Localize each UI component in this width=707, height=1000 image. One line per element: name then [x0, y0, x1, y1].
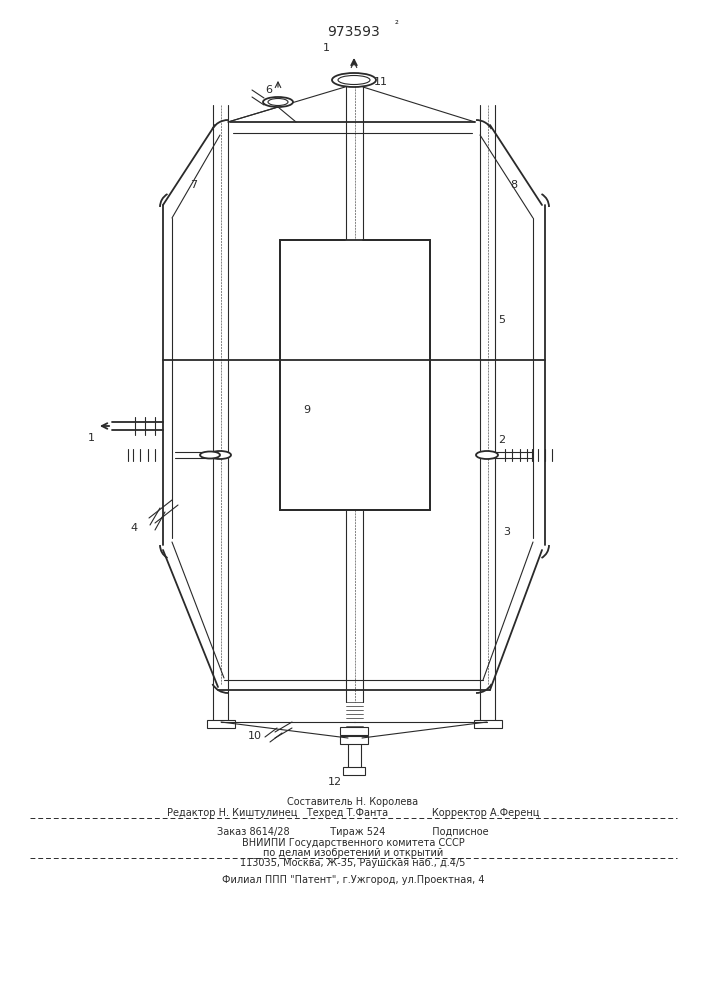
Text: Заказ 8614/28             Тираж 524               Подписное: Заказ 8614/28 Тираж 524 Подписное	[217, 827, 489, 837]
Ellipse shape	[268, 99, 288, 105]
Ellipse shape	[338, 76, 370, 85]
Ellipse shape	[209, 451, 231, 459]
Ellipse shape	[200, 452, 220, 458]
Ellipse shape	[476, 451, 498, 459]
Text: ВНИИПИ Государственного комитета СССР: ВНИИПИ Государственного комитета СССР	[242, 838, 464, 848]
Ellipse shape	[263, 97, 293, 107]
Bar	[280, 240, 430, 510]
Text: 113035, Москва, Ж-35, Раушская наб., д.4/5: 113035, Москва, Ж-35, Раушская наб., д.4…	[240, 858, 466, 868]
Text: Составитель Н. Королева: Составитель Н. Королева	[288, 797, 419, 807]
Text: 7: 7	[190, 180, 197, 190]
Text: Редактор Н. Киштулинец   Техред Т.Фанта              Корректор А.Ференц: Редактор Н. Киштулинец Техред Т.Фанта Ко…	[167, 808, 539, 818]
Bar	[474, 720, 502, 728]
Text: 2: 2	[498, 435, 505, 445]
Text: 11: 11	[374, 77, 388, 87]
Text: 8: 8	[510, 180, 517, 190]
Bar	[340, 736, 368, 744]
Text: по делам изобретений и открытий: по делам изобретений и открытий	[263, 848, 443, 858]
Bar	[340, 727, 368, 735]
Text: 12: 12	[328, 777, 342, 787]
Text: 4: 4	[131, 523, 138, 533]
Text: 9: 9	[303, 405, 310, 415]
Text: 5: 5	[498, 315, 505, 325]
Text: Филиал ППП "Патент", г.Ужгород, ул.Проектная, 4: Филиал ППП "Патент", г.Ужгород, ул.Проек…	[222, 875, 484, 885]
Text: 3: 3	[503, 527, 510, 537]
Bar	[343, 767, 365, 775]
Text: 6: 6	[265, 85, 272, 95]
Text: 973593: 973593	[327, 25, 380, 39]
Text: 10: 10	[248, 731, 262, 741]
Text: ²: ²	[395, 20, 399, 30]
Ellipse shape	[332, 73, 376, 87]
Bar	[207, 720, 235, 728]
Text: 1: 1	[323, 43, 330, 53]
Text: 1: 1	[88, 433, 95, 443]
